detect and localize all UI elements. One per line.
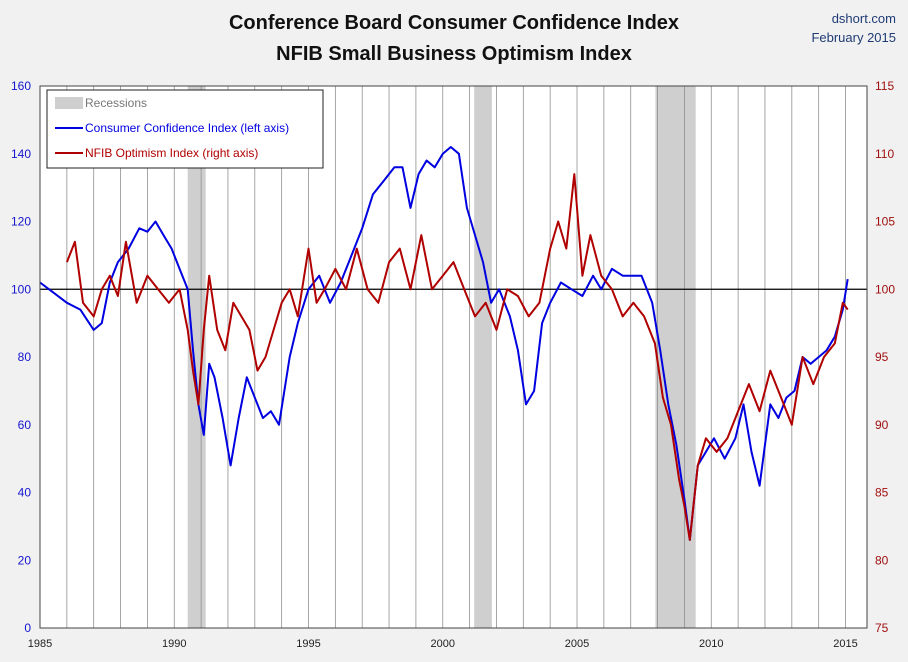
y-right-tick-label: 100 <box>875 282 895 296</box>
x-tick-label: 2015 <box>833 638 857 650</box>
x-tick-label: 2000 <box>431 638 455 650</box>
x-tick-label: 1990 <box>162 638 186 650</box>
y-left-tick-label: 20 <box>18 553 32 567</box>
legend-box <box>46 89 324 169</box>
legend-recession-swatch <box>55 97 83 109</box>
source-credit: dshort.com <box>831 11 896 26</box>
y-left-tick-label: 40 <box>18 486 32 500</box>
y-left-tick-label: 60 <box>18 418 32 432</box>
y-left-tick-label: 120 <box>11 215 31 229</box>
x-tick-label: 1985 <box>28 638 52 650</box>
x-tick-label: 2005 <box>565 638 589 650</box>
chart-title-line1: Conference Board Consumer Confidence Ind… <box>228 12 680 34</box>
legend-entry-label: Recessions <box>85 96 147 110</box>
plot-background <box>40 86 867 628</box>
y-right-tick-label: 90 <box>875 418 889 432</box>
y-left-tick-label: 0 <box>24 621 31 635</box>
y-left-tick-label: 100 <box>11 282 31 296</box>
y-left-tick-label: 80 <box>18 350 32 364</box>
x-tick-label: 1995 <box>296 638 320 650</box>
confidence-series-line <box>39 146 849 541</box>
y-right-tick-label: 80 <box>875 553 889 567</box>
y-right-tick-label: 105 <box>875 215 895 229</box>
y-right-tick-label: 110 <box>875 147 894 161</box>
nfib-series-line <box>65 173 849 541</box>
plot-border <box>39 85 868 629</box>
y-right-tick-label: 95 <box>875 350 889 364</box>
y-right-tick-label: 115 <box>875 79 894 93</box>
x-tick-label: 2010 <box>699 638 723 650</box>
chart-title-line2: NFIB Small Business Optimism Index <box>276 43 632 65</box>
legend-entry-label: Consumer Confidence Index (left axis) <box>85 121 289 135</box>
legend-entry-label: NFIB Optimism Index (right axis) <box>85 146 258 160</box>
y-left-tick-label: 140 <box>11 147 31 161</box>
chart-date: February 2015 <box>811 30 896 45</box>
recession-band <box>474 86 492 628</box>
y-right-tick-label: 85 <box>875 486 889 500</box>
y-right-tick-label: 75 <box>875 621 889 635</box>
y-left-tick-label: 160 <box>11 79 31 93</box>
